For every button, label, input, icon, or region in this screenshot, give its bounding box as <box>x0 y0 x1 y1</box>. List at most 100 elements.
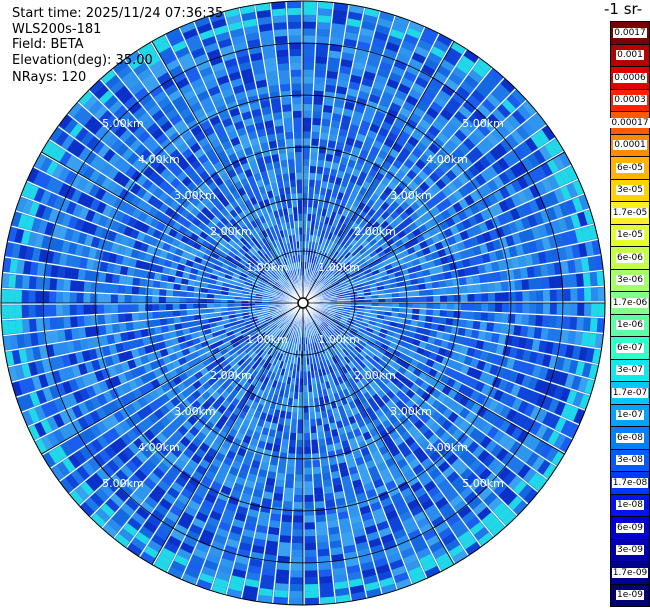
range-gate-cell <box>273 493 283 501</box>
range-gate-cell <box>335 327 342 333</box>
range-gate-cell <box>482 454 496 467</box>
range-gate-cell <box>153 272 162 281</box>
range-gate-cell <box>439 310 447 318</box>
range-gate-cell <box>105 134 119 148</box>
range-gate-cell <box>243 585 258 595</box>
range-gate-cell <box>344 372 352 380</box>
range-gate-cell <box>96 435 109 449</box>
range-gate-cell <box>220 207 229 217</box>
range-gate-cell <box>296 440 303 448</box>
range-gate-cell <box>317 431 325 440</box>
range-gate-cell <box>337 352 344 361</box>
range-gate-cell <box>501 303 509 313</box>
range-gate-cell <box>322 417 329 425</box>
range-gate-cell <box>431 491 445 504</box>
range-gate-cell <box>198 505 211 517</box>
range-gate-cell <box>513 325 522 336</box>
range-gate-cell <box>427 486 441 498</box>
range-gate-cell <box>83 95 98 111</box>
range-gate-cell <box>240 272 248 278</box>
range-gate-cell <box>498 379 509 391</box>
range-gate-cell <box>142 135 155 148</box>
range-gate-cell <box>253 453 263 463</box>
range-gate-cell <box>95 187 107 201</box>
range-gate-cell <box>295 371 300 379</box>
range-gate-cell <box>79 338 89 351</box>
range-gate-cell <box>31 375 42 390</box>
range-gate-cell <box>181 488 194 500</box>
range-gate-cell <box>279 338 285 346</box>
range-gate-cell <box>220 360 229 368</box>
range-gate-cell <box>1 273 10 288</box>
range-gate-cell <box>255 293 263 297</box>
range-gate-cell <box>303 131 311 139</box>
range-gate-cell <box>437 347 447 357</box>
range-gate-cell <box>263 312 271 316</box>
range-gate-cell <box>474 381 485 393</box>
range-gate-cell <box>269 386 276 395</box>
range-gate-cell <box>65 254 75 267</box>
range-gate-cell <box>365 327 374 334</box>
range-gate-cell <box>231 276 239 282</box>
range-gate-cell <box>295 453 303 461</box>
range-gate-cell <box>175 476 188 488</box>
range-gate-cell <box>290 342 295 350</box>
range-gate-cell <box>290 570 303 578</box>
range-gate-cell <box>327 325 334 332</box>
range-gate-cell <box>138 312 147 321</box>
range-gate-cell <box>159 404 170 416</box>
range-gate-cell <box>323 337 330 345</box>
range-gate-cell <box>309 405 315 413</box>
range-gate-cell <box>286 334 291 342</box>
range-gate-cell <box>350 515 362 525</box>
range-gate-cell <box>325 77 337 86</box>
range-gate-cell <box>267 330 274 337</box>
range-gate-cell <box>209 322 217 328</box>
range-gate-cell <box>350 422 359 431</box>
range-gate-cell <box>34 422 47 437</box>
range-gate-cell <box>483 492 498 506</box>
range-gate-cell <box>21 305 29 318</box>
range-gate-cell <box>303 179 309 187</box>
range-gate-cell <box>187 315 195 322</box>
range-gate-cell <box>419 303 427 309</box>
range-gate-cell <box>532 365 542 378</box>
range-gate-cell <box>276 320 283 326</box>
range-gate-cell <box>348 369 356 378</box>
range-gate-cell <box>136 174 148 187</box>
range-gate-cell <box>115 385 126 397</box>
range-gate-cell <box>355 380 364 389</box>
range-gate-cell <box>179 297 187 303</box>
range-gate-cell <box>319 582 334 591</box>
range-gate-cell <box>289 432 297 441</box>
range-gate-cell <box>381 385 391 395</box>
range-gate-cell <box>374 340 383 348</box>
range-gate-cell <box>432 438 444 450</box>
range-gate-cell <box>200 287 208 293</box>
range-gate-cell <box>294 481 303 489</box>
range-gate-cell <box>303 103 312 112</box>
range-gate-cell <box>168 331 178 339</box>
range-gate-cell <box>218 521 231 532</box>
range-gate-cell <box>352 375 360 384</box>
range-gate-cell <box>231 341 240 348</box>
range-gate-cell <box>145 295 153 303</box>
range-gate-cell <box>147 195 158 206</box>
range-gate-cell <box>130 183 142 195</box>
range-gate-cell <box>318 396 325 405</box>
range-gate-cell <box>295 152 302 160</box>
range-gate-cell <box>34 360 45 375</box>
range-gate-cell <box>251 460 261 469</box>
range-gate-cell <box>386 330 395 337</box>
range-gate-cell <box>97 215 108 227</box>
range-gate-cell <box>515 348 525 361</box>
range-gate-cell <box>139 482 152 496</box>
range-gate-cell <box>398 303 406 308</box>
range-gate-cell <box>328 350 334 358</box>
range-gate-cell <box>159 348 169 358</box>
range-gate-cell <box>106 181 118 194</box>
range-gate-cell <box>307 371 311 379</box>
range-gate-cell <box>328 133 338 142</box>
range-gate-cell <box>105 273 113 283</box>
range-gate-cell <box>31 247 41 262</box>
